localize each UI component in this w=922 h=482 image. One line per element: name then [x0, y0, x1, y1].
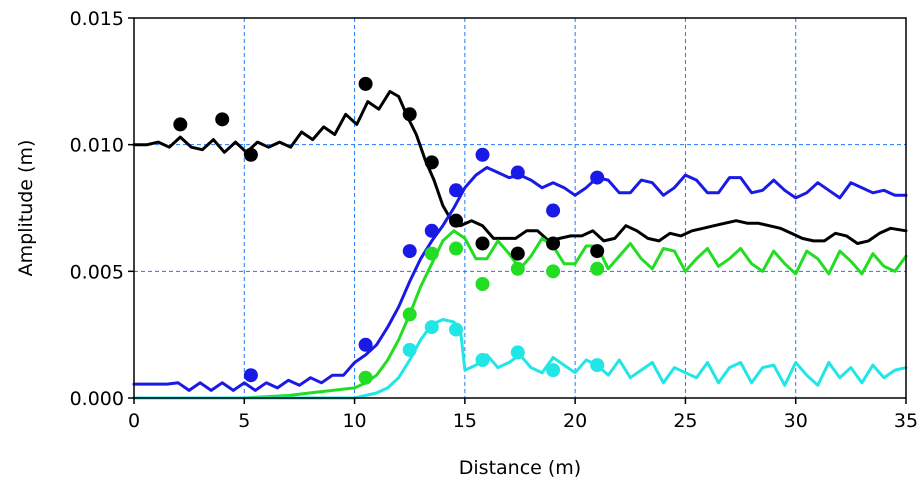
x-axis-label: Distance (m) [459, 457, 581, 479]
data-point-series-1 [510, 246, 525, 261]
y-tick-label: 0.010 [70, 135, 124, 157]
data-point-series-3 [546, 264, 561, 279]
data-point-series-2 [449, 183, 464, 198]
data-point-series-3 [510, 261, 525, 276]
data-point-series-2 [546, 203, 561, 218]
data-point-series-1 [358, 76, 373, 91]
data-point-series-3 [402, 307, 417, 322]
data-point-series-4 [590, 358, 605, 373]
x-tick-label: 15 [453, 410, 477, 432]
x-tick-label: 35 [894, 410, 918, 432]
data-point-series-1 [243, 147, 258, 162]
data-point-series-1 [449, 213, 464, 228]
plot-frame [133, 17, 907, 399]
data-point-series-4 [402, 342, 417, 357]
data-point-series-1 [424, 155, 439, 170]
data-point-series-3 [590, 261, 605, 276]
data-point-series-2 [590, 170, 605, 185]
data-point-series-2 [358, 337, 373, 352]
data-point-series-2 [510, 165, 525, 180]
data-point-series-2 [424, 223, 439, 238]
y-axis-label: Amplitude (m) [15, 140, 37, 277]
series-line-2 [132, 166, 908, 392]
data-point-series-3 [424, 246, 439, 261]
series-line-1 [132, 90, 908, 245]
data-point-series-4 [424, 320, 439, 335]
x-tick-label: 5 [238, 410, 250, 432]
data-point-series-2 [243, 368, 258, 383]
series-markers [173, 76, 605, 385]
axis-ticks: 0 5 10 15 20 25 30 35 0.000 0.005 0.010 0.015 [70, 8, 919, 432]
data-point-series-1 [475, 236, 490, 251]
data-point-series-1 [546, 236, 561, 251]
data-point-series-4 [475, 353, 490, 367]
x-tick-label: 0 [128, 410, 140, 432]
data-point-series-1 [590, 244, 605, 259]
y-tick-label: 0.005 [70, 261, 124, 283]
data-point-series-2 [475, 147, 490, 162]
x-tick-label: 20 [563, 410, 587, 432]
y-tick-label: 0.000 [70, 388, 124, 410]
x-tick-label: 30 [784, 410, 808, 432]
x-tick-label: 25 [673, 410, 697, 432]
data-point-series-3 [358, 370, 373, 385]
data-point-series-3 [475, 277, 490, 291]
data-point-series-4 [546, 363, 561, 378]
data-point-series-1 [173, 117, 188, 132]
data-point-series-2 [402, 244, 417, 259]
data-point-series-4 [449, 322, 464, 337]
x-tick-label: 10 [342, 410, 366, 432]
data-point-series-3 [449, 241, 464, 256]
y-tick-label: 0.015 [70, 8, 124, 30]
data-point-series-1 [215, 112, 230, 127]
data-point-series-1 [402, 107, 417, 122]
data-point-series-4 [510, 345, 525, 360]
series-line-4 [132, 318, 908, 400]
